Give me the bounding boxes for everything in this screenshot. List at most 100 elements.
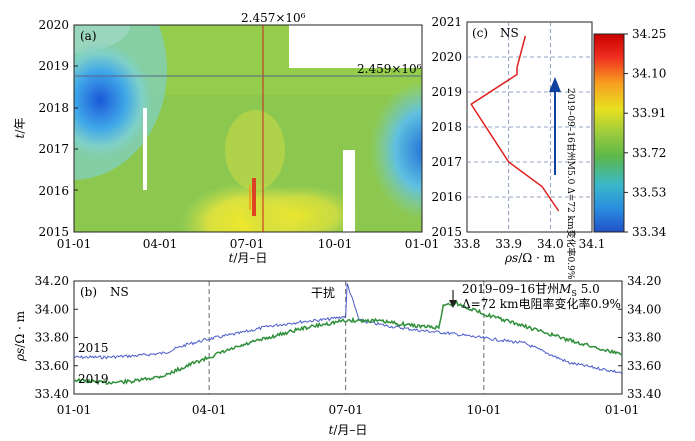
vline-label: 2.457×10⁶ [241,11,306,25]
panel-c-grid [467,22,592,232]
ytick-c: 2020 [431,50,462,64]
series-2019-line [73,300,623,386]
panel-a-xlabel: t/月–日 [229,251,268,265]
panel-a-yticks: 2015 2016 2017 2018 2019 2020 [38,18,78,239]
panel-b-yticks: 34.20 34.20 34.00 34.00 33.80 33.80 33.60 33.60… [35,274,662,401]
ytick-c: 2015 [431,225,462,239]
panel-c-series-line [470,35,560,212]
ytick-b-left: 33.80 [35,331,69,345]
ytick-c: 2018 [431,120,462,134]
panel-c-channel: NS [500,26,519,40]
xtick-a: 01-01 [405,237,440,251]
xlabel-unit: /月–日 [233,251,267,265]
panel-a-ylabel: t/年 [13,118,27,139]
c-xlabel-unit: /Ω · m [518,251,555,265]
xtick-b: 10-01 [467,403,502,417]
data-gap-top [289,25,422,68]
cb-tick-label: 33.72 [632,146,666,160]
panel-b-xlabel: t/月–日 [329,423,368,437]
xtick-b: 07-01 [328,403,363,417]
label-2019: 2019 [78,372,109,386]
b-xlabel-var: t [329,423,334,437]
panel-c-xlabel: ρs/Ω · m [504,251,556,265]
ytick-b-right: 34.00 [627,302,661,316]
ytick-a: 2020 [38,18,69,32]
xtick-b: 01-01 [605,403,640,417]
ytick-b-left: 33.60 [35,359,69,373]
ytick-a: 2018 [38,101,69,115]
ytick-a: 2015 [38,225,69,239]
cb-tick-label: 34.25 [632,27,666,41]
data-gap-b [343,150,355,232]
series-2015-line [73,283,623,374]
panel-c: 2015 2016 2017 2018 2019 2020 2021 33.8 33.9 34.… [431,15,605,280]
ytick-a: 2016 [38,184,69,198]
ytick-c: 2021 [431,15,462,29]
cb-tick-label: 33.34 [632,225,667,239]
xtick-c: 34.0 [537,237,564,251]
event-annotation-line2: Δ=72 km电阻率变化率0.9% [462,296,621,311]
ytick-b-left: 33.40 [35,387,69,401]
c-xlabel-var: ρs [504,251,518,265]
panel-c-annotation: 2019–09–16甘州M5.0 Δ=72 km变化率0.9% [565,88,577,280]
xtick-c: 33.9 [495,237,522,251]
ann-text: 2019–09–16甘州 [462,282,559,296]
heatmap-red-spot [252,178,256,216]
panel-a-label: (a) [80,29,97,43]
panel-c-xticks: 33.8 33.9 34.0 34.1 [454,237,606,251]
xtick-a: 04-01 [143,237,178,251]
xtick-a: 07-01 [230,237,265,251]
heatmap-blue-anomaly-left [74,42,152,158]
ann-m: M [558,282,572,296]
panel-a: (a) 2.457×10⁶ 2.459×10⁶ 2015 2016 2017 2… [13,11,440,265]
ytick-b-left: 34.00 [35,302,69,316]
panel-b-label: (b) [80,285,97,299]
panel-b-channel: NS [110,285,129,299]
panel-b: 34.20 34.20 34.00 34.00 33.80 33.80 33.60 33.60… [13,274,661,437]
xtick-c: 34.1 [579,237,606,251]
label-interference: 干扰 [311,286,335,300]
panel-c-frame [466,21,593,233]
label-2015: 2015 [78,341,109,355]
xtick-c: 33.8 [454,237,481,251]
xtick-b: 04-01 [192,403,227,417]
colorbar-gradient [593,33,625,233]
ann-sub: S [571,289,576,298]
ytick-b-left: 34.20 [35,274,69,288]
xtick-a: 01-01 [57,237,92,251]
ylabel-var: t [13,133,27,138]
xtick-b: 01-01 [57,403,92,417]
b-ylabel-unit: /Ω · m [13,310,27,347]
cb-tick-label: 33.91 [632,106,666,120]
hline-label: 2.459×10⁶ [357,62,422,76]
b-xlabel-unit: /月–日 [333,423,367,437]
cb-tick-label: 33.53 [632,185,666,199]
panel-c-arrowhead [549,77,561,92]
colorbar: 34.25 34.10 33.91 33.72 33.53 33.34 [593,27,667,239]
ytick-b-right: 33.60 [627,359,661,373]
b-ylabel-var: ρs [13,348,27,362]
ann-m-tail: 5.0 [577,282,600,296]
ylabel-unit: /年 [13,118,27,134]
ytick-c: 2019 [431,85,462,99]
xlabel-var: t [229,251,234,265]
cb-tick-label: 34.10 [632,67,666,81]
event-arrowhead [449,300,457,308]
panel-b-xticks: 01-01 04-01 07-01 10-01 01-01 [57,403,640,417]
heatmap-blue-anomaly-right [370,80,422,220]
panel-a-xticks: 01-01 04-01 07-01 10-01 01-01 [57,237,440,251]
panel-b-ylabel: ρs/Ω · m [13,310,27,362]
xtick-a: 10-01 [318,237,353,251]
ytick-c: 2017 [431,155,462,169]
ytick-b-right: 33.80 [627,331,661,345]
ytick-a: 2019 [38,59,69,73]
panel-c-label: (c) [472,26,488,40]
panel-a-frame [73,24,423,233]
panel-c-yticks: 2015 2016 2017 2018 2019 2020 2021 [431,15,462,239]
ytick-a: 2017 [38,142,69,156]
event-annotation-line1: 2019–09–16甘州MS 5.0 [462,282,600,298]
ytick-b-right: 33.40 [627,387,661,401]
ytick-b-right: 34.20 [627,274,661,288]
data-gap-a [143,108,147,190]
